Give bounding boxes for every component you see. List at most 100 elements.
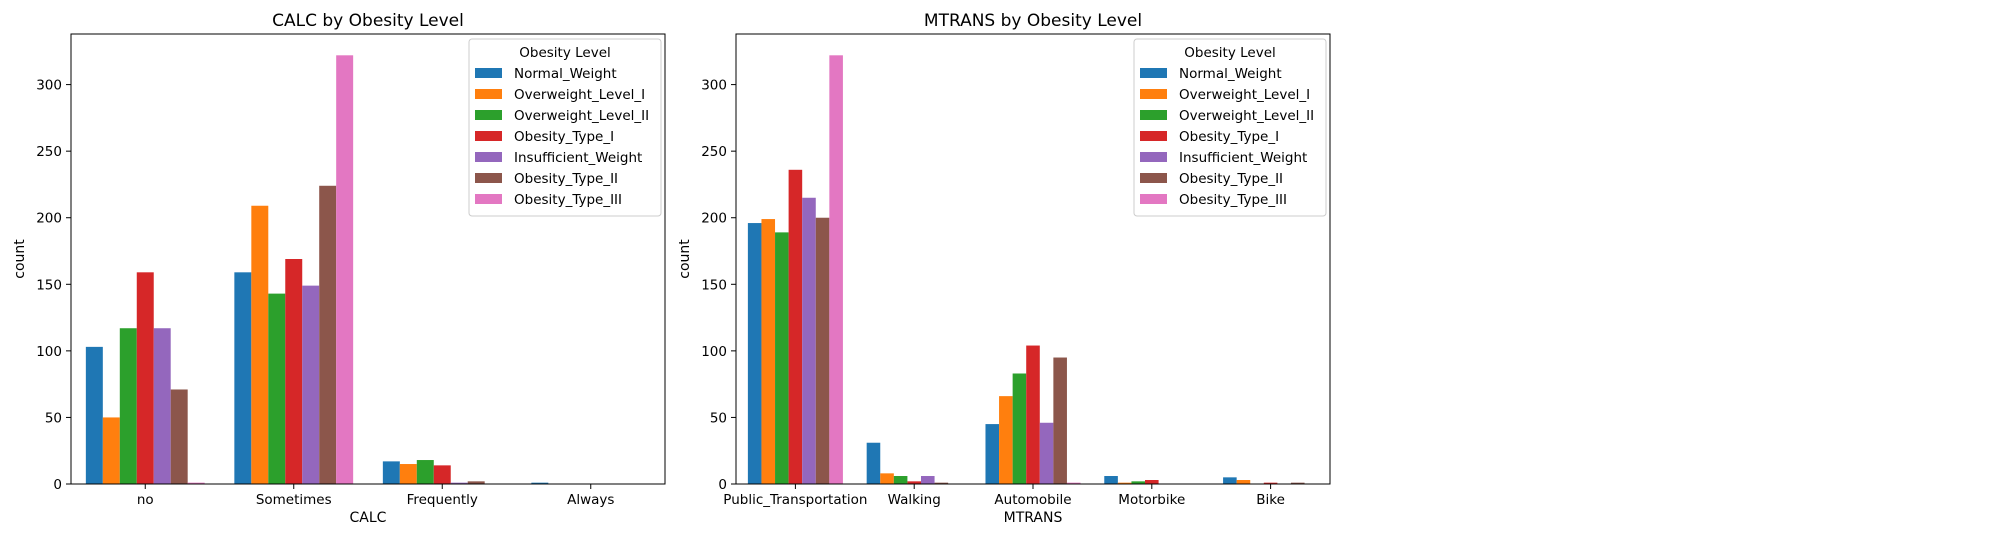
y-tick-label: 50 <box>710 410 727 426</box>
bar-obesity-type-i <box>433 465 451 484</box>
bar-normal-weight <box>382 461 400 484</box>
bar-normal-weight <box>234 272 252 484</box>
legend-swatch <box>1140 110 1167 120</box>
bar-overweight-level-i <box>102 417 120 484</box>
legend-swatch <box>475 173 502 183</box>
y-tick-label: 0 <box>718 477 727 493</box>
y-tick-label: 300 <box>701 78 727 94</box>
bar-overweight-level-ii <box>1012 373 1027 484</box>
legend-entry-label: Insufficient_Weight <box>1179 150 1307 166</box>
bar-overweight-level-i <box>399 464 417 484</box>
legend-entry-label: Obesity_Type_I <box>1179 129 1279 145</box>
y-tick-label: 300 <box>36 78 62 94</box>
plot-frame <box>735 33 1331 485</box>
bar-obesity-type-iii <box>829 55 843 484</box>
legend-box <box>468 38 662 217</box>
bar-overweight-level-ii <box>268 293 286 484</box>
legend-entry-label: Normal_Weight <box>1179 66 1282 82</box>
bar-normal-weight <box>1223 477 1237 484</box>
chart-mtrans: MTRANS by Obesity Level 0 50 100 150 200 250 30… <box>677 11 1331 526</box>
y-tick-label: 200 <box>701 211 727 227</box>
legend-title: Obesity Level <box>519 45 611 61</box>
legend: Obesity Level Normal_Weight Overweight_Lev… <box>468 38 662 217</box>
x-tick-label: no <box>137 492 154 508</box>
legend: Obesity Level Normal_Weight Overweight_Lev… <box>1133 38 1327 217</box>
bar-obesity-type-ii <box>815 217 830 484</box>
bar-overweight-level-i <box>1236 480 1251 484</box>
bar-obesity-type-ii <box>1053 357 1067 484</box>
plot-frame <box>70 33 666 485</box>
legend-entry-label: Obesity_Type_III <box>514 192 622 208</box>
legend-entry-label: Obesity_Type_III <box>1179 192 1287 208</box>
bar-overweight-level-i <box>761 219 776 484</box>
x-tick-label: Public_Transportation <box>723 492 867 508</box>
bar-obesity-type-ii <box>467 481 485 484</box>
legend-swatch <box>475 68 502 78</box>
bar-obesity-type-ii <box>934 482 949 484</box>
x-tick-label: Frequently <box>407 492 478 508</box>
bar-obesity-type-i <box>1145 480 1159 484</box>
chart-calc: CALC by Obesity Level 0 50 100 150 200 250 300 n… <box>12 11 666 526</box>
y-tick-label: 150 <box>701 277 727 293</box>
bar-overweight-level-i <box>251 205 269 485</box>
legend-entry-label: Obesity_Type_I <box>514 129 614 145</box>
bar-overweight-level-ii <box>1131 481 1146 484</box>
y-tick-label: 0 <box>53 477 62 493</box>
legend-entry-label: Normal_Weight <box>514 66 617 82</box>
bar-normal-weight <box>747 223 762 484</box>
bar-obesity-type-i <box>788 169 803 484</box>
y-axis-label: count <box>12 239 28 279</box>
bar-normal-weight <box>985 424 1000 484</box>
chart-title: CALC by Obesity Level <box>272 11 464 31</box>
legend-swatch <box>475 110 502 120</box>
bar-obesity-type-i <box>136 272 154 484</box>
y-tick-label: 250 <box>701 144 727 160</box>
x-tick-label: Sometimes <box>256 492 332 508</box>
legend-entry-label: Insufficient_Weight <box>514 150 642 166</box>
legend-entry-label: Overweight_Level_I <box>1179 87 1310 103</box>
legend-swatch <box>1140 194 1167 204</box>
x-tick-label: Motorbike <box>1118 492 1185 508</box>
bar-obesity-type-i <box>285 259 303 484</box>
bar-obesity-type-i <box>907 481 921 484</box>
y-tick-label: 250 <box>36 144 62 160</box>
bar-normal-weight <box>85 346 103 484</box>
bar-obesity-type-ii <box>170 389 188 484</box>
legend-swatch <box>1140 68 1167 78</box>
legend-box <box>1133 38 1327 217</box>
legend-swatch <box>1140 89 1167 99</box>
bar-obesity-type-iii <box>187 482 205 484</box>
legend-entry-label: Overweight_Level_II <box>514 108 649 124</box>
bar-insufficient-weight <box>153 328 171 484</box>
legend-swatch <box>475 131 502 141</box>
bar-insufficient-weight <box>802 197 816 485</box>
x-axis-label: CALC <box>350 510 387 526</box>
legend-swatch <box>1140 131 1167 141</box>
legend-swatch <box>1140 173 1167 183</box>
legend-swatch <box>1140 152 1167 162</box>
bar-normal-weight <box>866 442 881 484</box>
bar-obesity-type-i <box>1263 482 1278 484</box>
bar-obesity-type-ii <box>1290 482 1305 484</box>
bar-obesity-type-iii <box>1066 482 1081 484</box>
chart-title: MTRANS by Obesity Level <box>924 11 1142 31</box>
bar-overweight-level-ii <box>893 476 908 484</box>
x-tick-label: Bike <box>1256 492 1285 508</box>
bar-insufficient-weight <box>1039 422 1054 484</box>
legend-swatch <box>475 89 502 99</box>
legend-entry-label: Obesity_Type_II <box>514 171 618 187</box>
bar-overweight-level-i <box>880 473 894 484</box>
bar-overweight-level-ii <box>416 460 434 484</box>
bar-normal-weight <box>531 482 549 484</box>
bar-overweight-level-ii <box>775 232 789 484</box>
legend-swatch <box>475 152 502 162</box>
y-tick-label: 100 <box>36 344 62 360</box>
legend-entry-label: Obesity_Type_II <box>1179 171 1283 187</box>
bar-overweight-level-i <box>1117 482 1132 484</box>
bar-obesity-type-iii <box>336 55 354 484</box>
bar-normal-weight <box>1104 476 1118 484</box>
x-axis-label: MTRANS <box>1004 510 1063 526</box>
y-tick-label: 50 <box>45 410 62 426</box>
legend-entry-label: Overweight_Level_I <box>514 87 645 103</box>
